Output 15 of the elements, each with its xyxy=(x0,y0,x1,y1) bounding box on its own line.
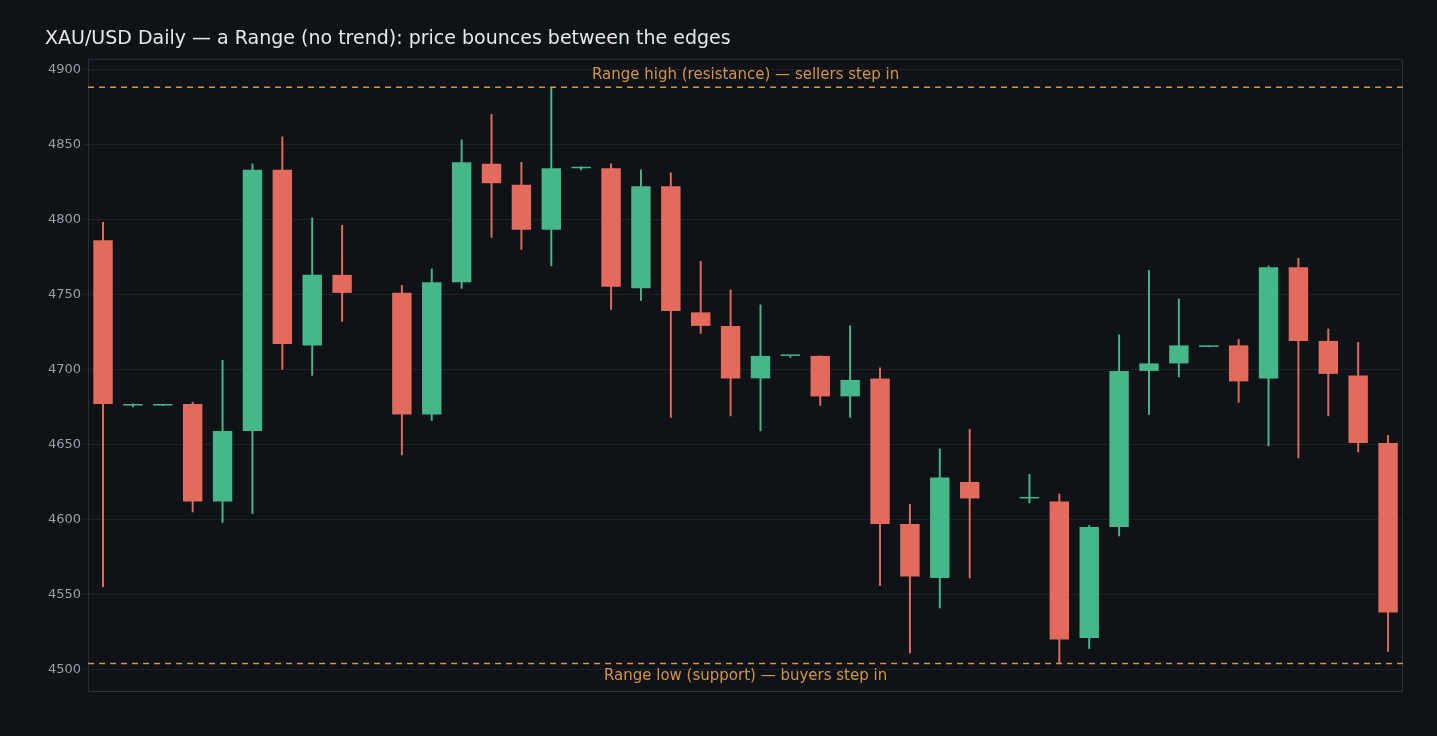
candlestick xyxy=(1139,270,1159,415)
y-tick-label: 4750 xyxy=(47,285,82,301)
candlestick xyxy=(959,429,980,579)
y-tick-label: 4850 xyxy=(47,135,82,151)
y-tick-label: 4600 xyxy=(47,510,82,526)
candlestick xyxy=(780,354,801,358)
y-tick-label: 4900 xyxy=(47,60,82,76)
ref-line-label: Range low (support) — buyers step in xyxy=(603,665,888,684)
y-tick-label: 4650 xyxy=(47,435,82,451)
chart-title: XAU/USD Daily — a Range (no trend): price bounces between the edges xyxy=(45,26,731,49)
y-tick-label: 4800 xyxy=(47,210,82,226)
y-tick-label: 4700 xyxy=(47,360,82,376)
ref-line-label: Range high (resistance) — sellers step in xyxy=(591,64,900,83)
y-tick-label: 4500 xyxy=(47,660,82,676)
y-tick-label: 4550 xyxy=(47,585,82,601)
